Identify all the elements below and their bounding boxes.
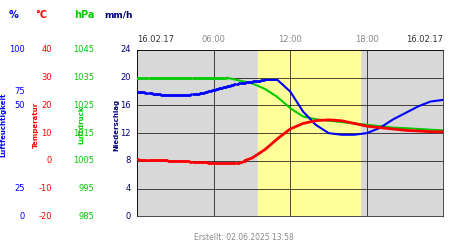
Text: -10: -10 (38, 184, 52, 193)
Text: 12:00: 12:00 (279, 35, 302, 44)
Text: 985: 985 (79, 212, 94, 221)
Text: Luftfeuchtigkeit: Luftfeuchtigkeit (0, 93, 7, 157)
Text: 16.02.17: 16.02.17 (406, 35, 443, 44)
Text: mm/h: mm/h (104, 10, 133, 19)
Text: °C: °C (35, 10, 47, 20)
Text: 75: 75 (14, 87, 25, 96)
Text: 1005: 1005 (73, 156, 94, 165)
Text: %: % (9, 10, 19, 20)
Text: 1015: 1015 (73, 128, 94, 138)
Text: 0: 0 (19, 212, 25, 221)
Text: 18:00: 18:00 (355, 35, 379, 44)
Text: Erstellt: 02.06.2025 13:58: Erstellt: 02.06.2025 13:58 (194, 234, 294, 242)
Text: 16.02.17: 16.02.17 (137, 35, 174, 44)
Text: Niederschlag: Niederschlag (113, 99, 119, 151)
Text: 8: 8 (125, 156, 130, 165)
Text: Luftdruck: Luftdruck (78, 106, 84, 144)
Text: 0: 0 (46, 156, 52, 165)
Text: 10: 10 (41, 128, 52, 138)
Text: 100: 100 (9, 46, 25, 54)
Text: 25: 25 (14, 184, 25, 193)
Text: 16: 16 (120, 101, 130, 110)
Text: 0: 0 (125, 212, 130, 221)
Text: 30: 30 (41, 73, 52, 82)
Text: -20: -20 (38, 212, 52, 221)
Text: 12: 12 (120, 128, 130, 138)
Bar (258, 50, 360, 216)
Text: hPa: hPa (74, 10, 94, 20)
Text: Temperatur: Temperatur (33, 102, 39, 148)
Text: 1025: 1025 (73, 101, 94, 110)
Text: 1035: 1035 (73, 73, 94, 82)
Text: 20: 20 (41, 101, 52, 110)
Text: 995: 995 (79, 184, 94, 193)
Text: 50: 50 (14, 101, 25, 110)
Text: 1045: 1045 (73, 46, 94, 54)
Text: 4: 4 (125, 184, 130, 193)
Text: 20: 20 (120, 73, 130, 82)
Text: 06:00: 06:00 (202, 35, 226, 44)
Text: 24: 24 (120, 46, 130, 54)
Text: 40: 40 (41, 46, 52, 54)
